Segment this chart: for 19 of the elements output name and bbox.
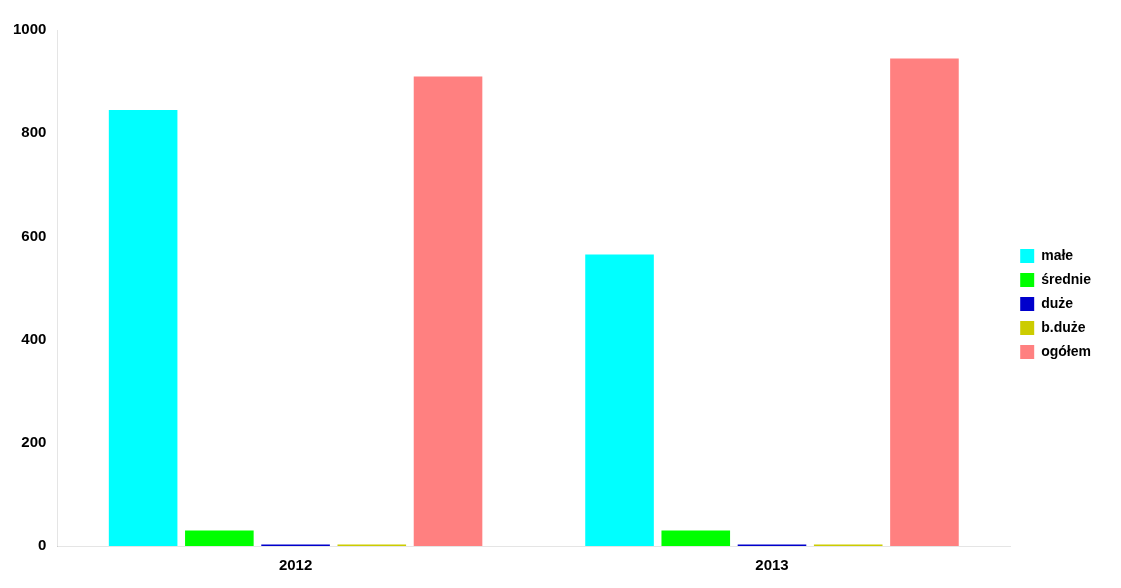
bar xyxy=(185,530,254,546)
bar xyxy=(108,109,178,546)
y-tick-label: 800 xyxy=(21,123,47,141)
legend-label: b.duże xyxy=(1041,318,1086,335)
legend-label: duże xyxy=(1041,294,1074,311)
bar xyxy=(413,76,483,546)
y-tick-label: 400 xyxy=(21,329,47,347)
bar xyxy=(585,254,654,546)
legend-label: małe xyxy=(1041,246,1074,263)
legend-label: średnie xyxy=(1041,270,1092,287)
x-tick-label: 2012 xyxy=(278,556,313,574)
y-tick-label: 600 xyxy=(21,226,47,244)
y-tick-label: 0 xyxy=(38,536,47,554)
bar xyxy=(890,58,959,546)
bar xyxy=(661,530,731,546)
y-tick-label: 1000 xyxy=(12,20,47,38)
y-tick-label: 200 xyxy=(21,432,47,450)
x-tick-label: 2013 xyxy=(755,556,789,574)
legend-label: ogółem xyxy=(1041,342,1091,359)
